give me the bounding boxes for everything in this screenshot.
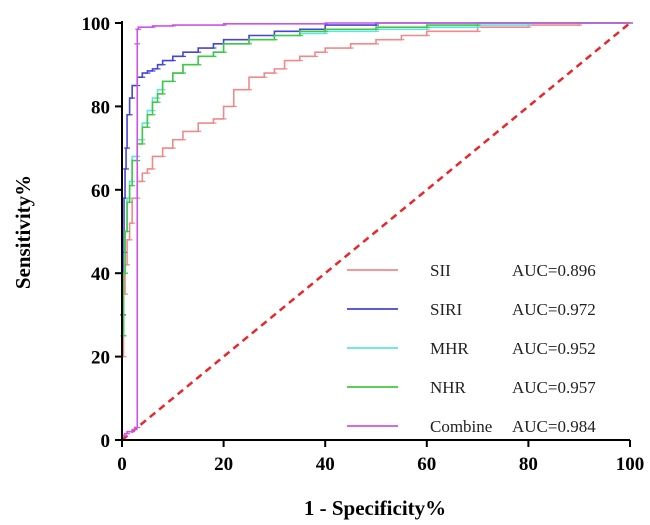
x-axis-title: 1 - Specificity% [304,496,446,520]
legend-auc-siri: AUC=0.972 [512,300,596,319]
legend-label-sii: SII [430,261,451,280]
legend-auc-mhr: AUC=0.952 [512,339,596,358]
x-tick-label: 0 [117,454,127,475]
y-tick-label: 40 [91,264,110,285]
y-tick-label: 100 [82,14,111,35]
reference-diagonal-line [121,22,631,441]
legend-item-nhr: NHR AUC=0.957 [347,378,596,397]
legend-label-combine: Combine [430,417,492,436]
y-tick-label: 80 [91,97,110,118]
y-tick-label: 60 [91,181,110,202]
series-layer [119,22,633,441]
x-tick-label: 80 [519,454,538,475]
legend-label-nhr: NHR [430,378,467,397]
axes-layer: 0 20 40 60 80 100 0 20 40 60 80 100 [82,14,645,475]
x-tick-label: 40 [316,454,335,475]
reference-layer [121,22,631,441]
legend-auc-combine: AUC=0.984 [512,417,596,436]
x-tick-label: 100 [616,454,645,475]
legend-item-siri: SIRI AUC=0.972 [347,300,596,319]
legend-auc-nhr: AUC=0.957 [512,378,596,397]
series-line-sii [121,22,630,440]
y-tick-label: 0 [101,431,111,452]
x-tick-label: 20 [214,454,233,475]
legend-item-sii: SII AUC=0.896 [347,261,596,280]
legend-item-mhr: MHR AUC=0.952 [347,339,596,358]
legend-label-mhr: MHR [430,339,469,358]
y-tick-label: 20 [91,348,110,369]
legend: SII AUC=0.896 SIRI AUC=0.972 MHR AUC=0.952 NHR… [347,261,596,436]
x-tick-label: 60 [417,454,436,475]
series-line-nhr [121,22,630,440]
legend-label-siri: SIRI [430,300,462,319]
legend-item-combine: Combine AUC=0.984 [347,417,596,436]
series-points-combine [119,22,633,441]
y-axis-title: Sensitivity% [11,175,35,289]
legend-auc-sii: AUC=0.896 [512,261,596,280]
